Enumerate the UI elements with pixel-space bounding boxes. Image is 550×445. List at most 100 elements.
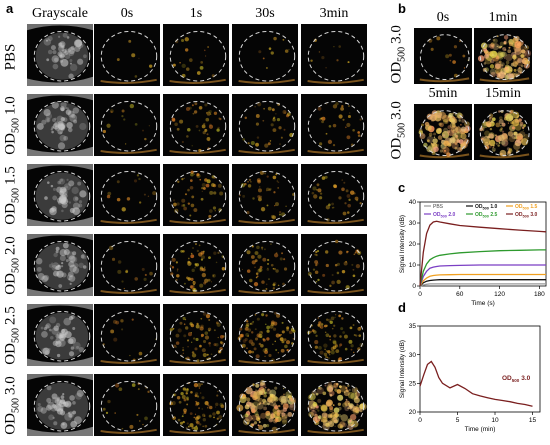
contrast-speckle	[201, 268, 204, 271]
contrast-speckle	[455, 131, 458, 134]
contrast-speckle	[482, 138, 491, 146]
contrast-speckle	[121, 328, 124, 331]
contrast-speckle	[498, 60, 502, 64]
contrast-speckle	[317, 106, 322, 111]
contrast-image	[232, 234, 298, 296]
contrast-speckle	[258, 342, 262, 346]
contrast-speckle	[113, 319, 117, 324]
speckle	[53, 421, 58, 426]
contrast-speckle	[452, 112, 455, 115]
contrast-speckle	[492, 146, 494, 149]
row-label-subscript: 500	[10, 118, 22, 134]
contrast-speckle	[347, 423, 354, 431]
contrast-speckle	[195, 401, 200, 406]
contrast-speckle	[110, 109, 114, 113]
speckle	[72, 207, 81, 215]
contrast-speckle	[314, 253, 317, 256]
contrast-speckle	[341, 179, 344, 181]
ultrasound-tile	[301, 304, 367, 366]
contrast-speckle	[341, 269, 346, 274]
speckle	[50, 128, 53, 131]
speckle	[78, 200, 83, 204]
contrast-speckle	[325, 318, 329, 321]
contrast-speckle	[337, 394, 344, 401]
contrast-speckle	[477, 55, 485, 62]
contrast-speckle	[199, 66, 204, 70]
contrast-speckle	[245, 333, 250, 337]
contrast-speckle	[188, 58, 193, 62]
contrast-speckle	[339, 335, 342, 338]
roi-dashed-ellipse	[307, 310, 365, 362]
contrast-speckle	[325, 132, 328, 135]
contrast-speckle	[281, 321, 284, 324]
speckle	[56, 270, 62, 277]
contrast-speckle	[505, 113, 514, 122]
contrast-speckle	[260, 412, 267, 419]
tile-background	[94, 374, 160, 436]
ultrasound-tile	[301, 374, 367, 436]
contrast-speckle	[503, 57, 506, 59]
contrast-speckle	[116, 58, 120, 61]
contrast-speckle	[433, 136, 436, 139]
contrast-speckle	[355, 396, 359, 400]
contrast-speckle	[267, 262, 269, 265]
contrast-image	[414, 28, 472, 84]
speckle	[52, 123, 59, 130]
contrast-speckle	[201, 124, 206, 129]
contrast-speckle	[325, 67, 327, 69]
contrast-speckle	[456, 131, 460, 134]
speckle	[45, 404, 52, 411]
contrast-speckle	[319, 326, 321, 328]
series-line	[419, 264, 546, 287]
contrast-speckle	[270, 243, 272, 245]
legend-label: OD500 1.5	[515, 204, 538, 211]
speckle	[66, 178, 69, 181]
speckle	[60, 421, 68, 429]
contrast-speckle	[514, 123, 522, 131]
contrast-speckle	[503, 35, 509, 40]
contrast-speckle	[255, 276, 258, 279]
contrast-speckle	[246, 397, 251, 402]
ultrasound-tile	[163, 24, 229, 86]
contrast-speckle	[195, 400, 197, 403]
contrast-speckle	[336, 271, 340, 275]
speckle	[62, 32, 68, 38]
contrast-speckle	[346, 211, 350, 214]
plot-frame	[419, 325, 541, 413]
speckle	[58, 123, 65, 131]
contrast-speckle	[347, 61, 350, 64]
contrast-speckle	[268, 278, 270, 280]
contrast-speckle	[329, 393, 333, 397]
contrast-speckle	[505, 53, 513, 62]
series-line	[419, 360, 533, 407]
contrast-speckle	[186, 398, 189, 401]
contrast-speckle	[349, 112, 351, 114]
contrast-speckle	[458, 119, 461, 122]
contrast-speckle	[202, 425, 204, 427]
contrast-speckle	[510, 69, 512, 72]
contrast-speckle	[516, 143, 518, 145]
contrast-speckle	[260, 335, 263, 339]
contrast-speckle	[183, 206, 187, 211]
contrast-speckle	[205, 117, 210, 122]
ultrasound-tile	[94, 94, 160, 156]
contrast-speckle	[152, 191, 157, 196]
contrast-speckle	[516, 119, 521, 124]
contrast-speckle	[491, 53, 495, 57]
series-annotation: OD500 3.0	[502, 375, 531, 383]
contrast-speckle	[255, 413, 260, 418]
tile-background	[163, 164, 229, 226]
speckle	[57, 120, 64, 127]
contrast-speckle	[286, 112, 291, 117]
x-tick-label: 15	[529, 417, 537, 424]
contrast-speckle	[246, 210, 250, 215]
contrast-speckle	[196, 173, 201, 179]
contrast-speckle	[277, 284, 280, 287]
contrast-speckle	[176, 396, 181, 400]
contrast-speckle	[337, 402, 342, 406]
contrast-speckle	[181, 198, 186, 203]
contrast-speckle	[200, 317, 203, 320]
contrast-speckle	[507, 72, 515, 80]
contrast-speckle	[280, 136, 283, 139]
speckle	[40, 407, 47, 414]
